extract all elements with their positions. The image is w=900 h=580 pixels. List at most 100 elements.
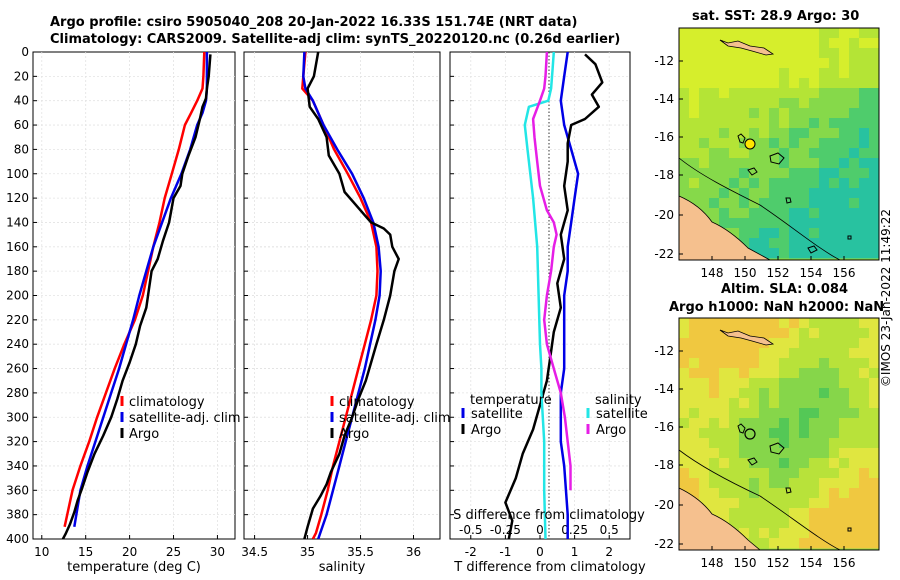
- map-cell: [719, 368, 730, 379]
- map-cell: [849, 128, 860, 139]
- map-cell: [709, 468, 720, 479]
- map-cell: [739, 238, 750, 249]
- map-cell: [679, 358, 690, 369]
- map-cell: [799, 468, 810, 479]
- map-cell: [809, 478, 820, 489]
- map-cell: [689, 408, 700, 419]
- map-y-tick-label: -18: [654, 168, 674, 182]
- legend-label: Argo: [129, 427, 159, 442]
- map-cell: [819, 78, 830, 89]
- map-cell: [849, 218, 860, 229]
- map-cell: [789, 198, 800, 209]
- map-cell: [819, 458, 830, 469]
- map-cell: [849, 538, 860, 549]
- map-cell: [729, 398, 740, 409]
- map-y-tick-label: -20: [654, 498, 674, 512]
- map-cell: [809, 398, 820, 409]
- map-cell: [819, 58, 830, 69]
- legend-label: climatology: [129, 395, 205, 410]
- map-cell: [799, 138, 810, 149]
- map-cell: [839, 468, 850, 479]
- map-cell: [789, 518, 800, 529]
- map-cell: [719, 168, 730, 179]
- map-cell: [779, 28, 790, 39]
- map-cell: [819, 208, 830, 219]
- map-cell: [689, 188, 700, 199]
- map-cell: [749, 368, 760, 379]
- map-cell: [769, 518, 780, 529]
- map-cell: [859, 28, 870, 39]
- map-cell: [849, 368, 860, 379]
- map-cell: [789, 468, 800, 479]
- map-cell: [799, 228, 810, 239]
- map-cell: [719, 428, 730, 439]
- map-cell: [799, 248, 810, 259]
- map-cell: [829, 178, 840, 189]
- map-cell: [859, 118, 870, 129]
- map-cell: [739, 168, 750, 179]
- map-cell: [769, 338, 780, 349]
- salinity-xlabel: salinity: [319, 560, 366, 575]
- coral-reefs: [737, 133, 852, 254]
- map-cell: [729, 458, 740, 469]
- map-x-tick-label: 152: [767, 266, 790, 280]
- map-cell: [839, 508, 850, 519]
- map-cell: [859, 78, 870, 89]
- map-cell: [769, 438, 780, 449]
- map-cell: [839, 98, 850, 109]
- map-cell: [799, 448, 810, 459]
- map-cell: [819, 488, 830, 499]
- map-cell: [799, 518, 810, 529]
- map-cell: [859, 398, 870, 409]
- map-cell: [849, 488, 860, 499]
- map-cell: [779, 118, 790, 129]
- map-cell: [799, 58, 810, 69]
- map-cell: [729, 68, 740, 79]
- map-cell: [839, 418, 850, 429]
- map-cell: [829, 378, 840, 389]
- map-bottom-title-line1: Altim. SLA: 0.084: [721, 282, 848, 297]
- map-cell: [809, 128, 820, 139]
- map-cell: [679, 148, 690, 159]
- map-cell: [689, 48, 700, 59]
- map-cell: [819, 368, 830, 379]
- argo-float-marker-2: [744, 428, 756, 440]
- map-cell: [729, 158, 740, 169]
- map-cell: [859, 498, 870, 509]
- map-cell: [849, 428, 860, 439]
- map-cell: [679, 158, 690, 169]
- map-cell: [829, 368, 840, 379]
- map-cell: [679, 458, 690, 469]
- map-cell: [819, 448, 830, 459]
- map-cell: [739, 198, 750, 209]
- map-cell: [789, 138, 800, 149]
- map-cell: [839, 358, 850, 369]
- map-cell: [749, 408, 760, 419]
- temperature-ticks: 0 20 40 60 80 100 120 140 160 180 200 220 240 260 280 3…: [6, 45, 225, 559]
- x-tick-label: 20: [122, 545, 137, 559]
- map-cell: [729, 378, 740, 389]
- map-cell: [809, 358, 820, 369]
- map-cell: [739, 28, 750, 39]
- map-cell: [719, 208, 730, 219]
- imos-credit: ©IMOS 23-Jan-2022 11:49:22: [879, 209, 893, 387]
- map-cell: [819, 528, 830, 539]
- map-cell: [729, 108, 740, 119]
- map-cell: [819, 148, 830, 159]
- map-cell: [749, 438, 760, 449]
- map-cell: [799, 528, 810, 539]
- map-cell: [789, 108, 800, 119]
- series-line-temperature-satellite: [559, 52, 580, 539]
- series-line-salinity-argo: [531, 52, 572, 491]
- map-cell: [769, 368, 780, 379]
- map-cell: [869, 168, 880, 179]
- map-cell: [739, 338, 750, 349]
- map-cell: [749, 318, 760, 329]
- map-cell: [859, 198, 870, 209]
- map-cell: [799, 188, 810, 199]
- sla-map-cells: [679, 318, 880, 549]
- map-cell: [819, 98, 830, 109]
- map-cell: [799, 318, 810, 329]
- map-cell: [719, 458, 730, 469]
- map-cell: [759, 228, 770, 239]
